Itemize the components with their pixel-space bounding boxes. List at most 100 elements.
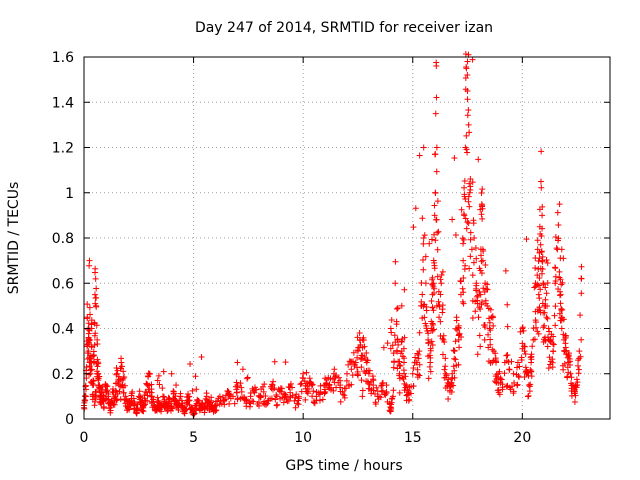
data-point [319,396,326,403]
data-point [111,401,118,408]
data-point [361,353,368,360]
data-point [331,379,338,386]
data-point [231,400,238,407]
data-point [479,257,486,264]
data-point [117,376,124,383]
data-point [284,398,291,405]
data-point [257,394,264,401]
data-point [394,305,401,312]
data-point [238,384,245,391]
data-point [429,282,436,289]
data-point [463,146,470,153]
data-point [416,329,423,336]
data-point [431,285,438,292]
data-point [545,325,552,332]
data-point [571,399,578,406]
data-point [571,387,578,394]
data-point [401,380,408,387]
data-point [221,401,228,408]
data-point [538,148,545,155]
data-point [189,387,196,394]
data-point [84,301,91,308]
y-tick-label: 0.8 [52,231,74,247]
data-points [81,50,585,418]
data-point [136,388,143,395]
data-point [252,386,259,393]
data-point [477,343,484,350]
data-point [487,327,494,334]
data-point [267,395,274,402]
data-point [483,285,490,292]
data-point [120,368,127,375]
data-point [480,285,487,292]
data-point [92,389,99,396]
data-point [451,355,458,362]
data-point [536,295,543,302]
data-point [234,389,241,396]
data-point [473,282,480,289]
data-point [521,343,528,350]
data-point [462,86,469,93]
data-point [100,405,107,412]
data-point [222,396,229,403]
data-point [396,389,403,396]
data-point [378,382,385,389]
data-point [539,212,546,219]
data-point [128,390,135,397]
data-point [465,107,472,114]
data-point [86,304,93,311]
data-point [123,396,130,403]
x-axis-label: GPS time / hours [285,458,402,474]
data-point [469,315,476,322]
data-point [482,324,489,331]
data-point [234,383,241,390]
data-point [93,294,100,301]
data-point [86,257,93,264]
data-point [412,354,419,361]
data-point [479,203,485,210]
data-point [540,281,547,288]
data-point [439,335,446,342]
data-point [85,326,92,333]
data-point [173,382,180,389]
y-tick-label: 0.4 [52,322,74,338]
data-point [561,360,568,367]
data-point [178,397,185,404]
data-point [496,368,503,375]
data-point [395,341,402,348]
data-point [472,308,479,315]
data-point [164,401,171,408]
data-point [270,378,277,385]
data-point [466,129,473,136]
data-point [529,343,536,350]
data-point [535,291,542,298]
data-point [465,220,472,227]
data-point [398,302,405,309]
data-point [519,340,526,347]
data-point [544,343,551,350]
data-point [463,225,470,232]
data-point [445,376,452,383]
data-point [92,265,99,272]
data-point [545,365,552,372]
data-point [464,96,471,103]
data-point [170,388,177,395]
data-point [544,280,551,287]
data-point [439,268,446,275]
data-point [476,265,483,272]
data-point [426,240,433,247]
data-point [513,364,520,371]
data-point [273,392,280,399]
data-point [185,398,192,405]
data-point [514,382,521,389]
data-point [466,180,473,187]
data-point [389,342,396,349]
data-point [524,393,531,400]
data-point [379,387,386,394]
data-point [177,390,184,397]
data-point [420,235,427,241]
data-point [346,382,353,389]
data-point [191,410,198,417]
data-point [539,300,546,307]
data-point [462,74,469,81]
